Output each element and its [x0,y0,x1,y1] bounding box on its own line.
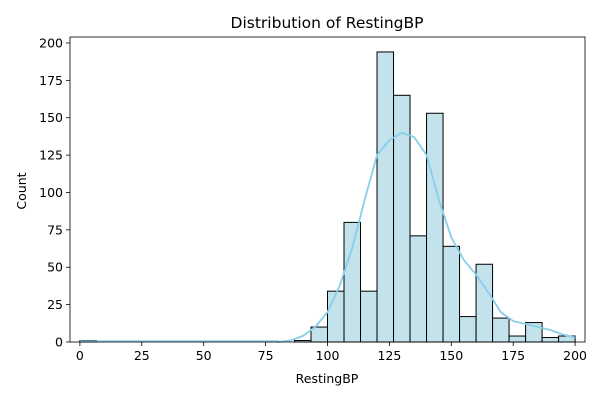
y-axis-label: Count [14,172,29,209]
histogram-bar [459,316,477,343]
x-tick-label: 75 [258,348,274,363]
histogram-bar [343,221,362,343]
histogram-bar [492,317,510,343]
histogram-bar [426,112,444,343]
histogram-bar [360,290,378,343]
y-axis-ticks: 0 25 50 75 100 125 150 175 200 [39,35,70,350]
y-tick-label: 175 [39,73,63,88]
y-tick-label: 125 [39,148,63,163]
x-tick-label: 200 [563,348,587,363]
histogram-bar [376,51,395,343]
histogram-bar [409,235,428,343]
x-tick-label: 25 [134,348,150,363]
histogram-bar [327,290,345,343]
y-tick-label: 75 [47,222,63,237]
x-tick-label: 175 [501,348,525,363]
x-axis-ticks: 0 25 50 75 100 125 150 175 200 [76,342,587,363]
chart-title: Distribution of RestingBP [231,14,424,32]
histogram-bar [475,263,494,343]
x-tick-label: 0 [76,348,84,363]
bars-group [79,51,576,343]
x-axis-label: RestingBP [296,371,359,386]
x-tick-label: 150 [439,348,463,363]
y-tick-label: 200 [39,35,63,50]
y-tick-label: 0 [55,335,63,350]
x-tick-label: 50 [196,348,212,363]
x-tick-label: 100 [316,348,340,363]
histogram-bar [442,245,461,343]
y-tick-label: 50 [47,260,63,275]
y-tick-label: 150 [39,110,63,125]
histogram-bar [508,335,527,343]
histogram-bar [541,337,560,343]
y-tick-label: 25 [47,297,63,312]
x-tick-label: 125 [377,348,401,363]
y-tick-label: 100 [39,185,63,200]
kde-curve [79,131,576,344]
